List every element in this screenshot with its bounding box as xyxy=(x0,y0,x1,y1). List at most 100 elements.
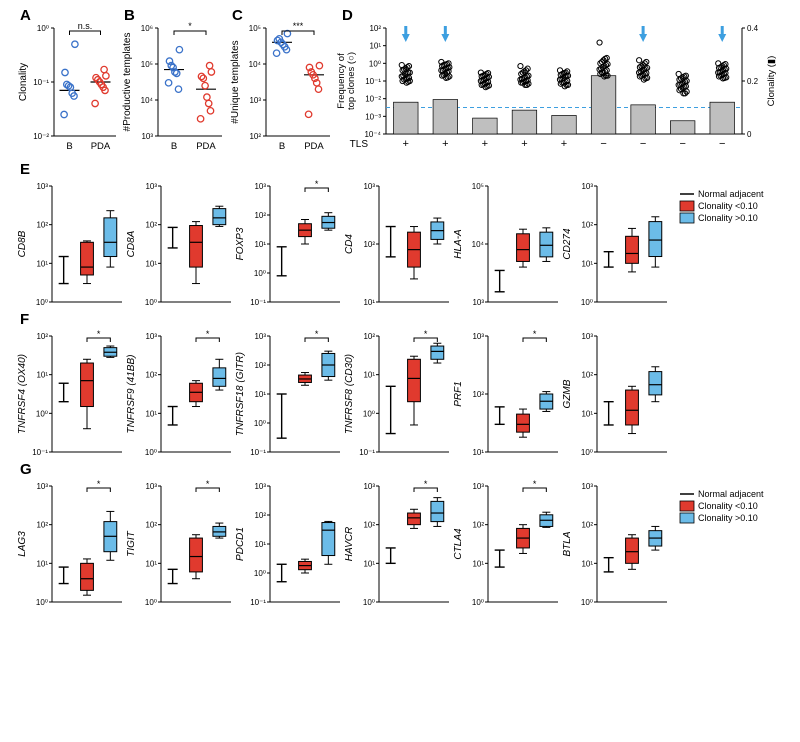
svg-text:PDA: PDA xyxy=(304,141,324,152)
svg-text:10⁰: 10⁰ xyxy=(36,409,48,418)
svg-text:10²: 10² xyxy=(145,371,157,380)
svg-text:10⁰: 10⁰ xyxy=(37,24,49,33)
svg-text:Clonality <0.10: Clonality <0.10 xyxy=(698,501,758,511)
svg-text:CD274: CD274 xyxy=(562,228,573,260)
svg-text:*: * xyxy=(315,329,319,339)
svg-text:10³: 10³ xyxy=(472,332,484,341)
svg-text:10⁻³: 10⁻³ xyxy=(365,112,381,121)
svg-text:10⁵: 10⁵ xyxy=(472,182,484,191)
svg-text:10³: 10³ xyxy=(363,182,375,191)
svg-text:10⁻⁴: 10⁻⁴ xyxy=(364,130,381,139)
svg-text:10³: 10³ xyxy=(249,96,261,105)
svg-text:10⁰: 10⁰ xyxy=(581,448,593,457)
svg-text:10⁴: 10⁴ xyxy=(249,60,262,69)
svg-text:*: * xyxy=(206,479,210,489)
svg-text:10²: 10² xyxy=(369,24,381,33)
svg-text:CD8A: CD8A xyxy=(126,230,137,257)
svg-text:F: F xyxy=(20,311,29,328)
svg-text:10³: 10³ xyxy=(254,482,266,491)
svg-text:TNFRSF9 (41BB): TNFRSF9 (41BB) xyxy=(126,355,137,434)
svg-text:10²: 10² xyxy=(363,521,375,530)
svg-text:10⁴: 10⁴ xyxy=(141,96,154,105)
svg-text:10⁵: 10⁵ xyxy=(141,60,153,69)
svg-text:A: A xyxy=(20,10,31,24)
svg-text:Clonality <0.10: Clonality <0.10 xyxy=(698,201,758,211)
svg-text:0: 0 xyxy=(747,130,752,139)
svg-text:*: * xyxy=(424,479,428,489)
svg-text:+: + xyxy=(482,138,488,150)
svg-text:CTLA4: CTLA4 xyxy=(453,528,464,560)
svg-text:10⁵: 10⁵ xyxy=(249,24,261,33)
svg-text:TNFRSF18 (GITR): TNFRSF18 (GITR) xyxy=(235,352,246,436)
svg-text:10⁻¹: 10⁻¹ xyxy=(359,448,375,457)
svg-text:PDA: PDA xyxy=(91,141,111,152)
svg-text:10⁰: 10⁰ xyxy=(472,598,484,607)
svg-text:10²: 10² xyxy=(363,240,375,249)
svg-text:Clonality (▮): Clonality (▮) xyxy=(766,56,777,107)
svg-text:10²: 10² xyxy=(249,132,261,141)
svg-text:10²: 10² xyxy=(36,332,48,341)
svg-text:+: + xyxy=(442,138,448,150)
svg-text:10⁰: 10⁰ xyxy=(36,298,48,307)
svg-text:10⁶: 10⁶ xyxy=(141,24,153,33)
svg-text:n.s.: n.s. xyxy=(78,21,93,31)
svg-text:CD4: CD4 xyxy=(344,234,355,254)
svg-text:10³: 10³ xyxy=(145,482,157,491)
svg-text:*: * xyxy=(533,329,537,339)
svg-text:10⁰: 10⁰ xyxy=(145,298,157,307)
svg-text:10¹: 10¹ xyxy=(581,409,593,418)
svg-text:10³: 10³ xyxy=(472,298,484,307)
svg-text:Clonality >0.10: Clonality >0.10 xyxy=(698,213,758,223)
svg-text:10²: 10² xyxy=(145,221,157,230)
svg-text:10²: 10² xyxy=(363,332,375,341)
svg-text:10⁻¹: 10⁻¹ xyxy=(250,298,266,307)
svg-text:TNFRSF4 (OX40): TNFRSF4 (OX40) xyxy=(17,354,28,434)
svg-text:10³: 10³ xyxy=(581,182,593,191)
svg-text:B: B xyxy=(66,141,72,152)
svg-text:+: + xyxy=(521,138,527,150)
svg-text:*: * xyxy=(315,179,319,189)
svg-text:Clonality >0.10: Clonality >0.10 xyxy=(698,513,758,523)
svg-text:***: *** xyxy=(293,21,304,31)
svg-text:10²: 10² xyxy=(254,511,266,520)
svg-text:C: C xyxy=(232,10,243,24)
svg-text:10¹: 10¹ xyxy=(581,559,593,568)
svg-text:GZMB: GZMB xyxy=(562,379,573,408)
svg-text:10³: 10³ xyxy=(254,332,266,341)
svg-text:10¹: 10¹ xyxy=(369,42,381,51)
svg-text:10⁰: 10⁰ xyxy=(581,298,593,307)
svg-text:10⁰: 10⁰ xyxy=(145,598,157,607)
svg-text:10³: 10³ xyxy=(581,482,593,491)
svg-text:10³: 10³ xyxy=(581,332,593,341)
svg-text:10¹: 10¹ xyxy=(36,559,48,568)
svg-text:10²: 10² xyxy=(581,221,593,230)
svg-text:+: + xyxy=(561,138,567,150)
svg-text:10²: 10² xyxy=(145,521,157,530)
svg-text:Normal adjacent: Normal adjacent xyxy=(698,489,764,499)
svg-text:0.4: 0.4 xyxy=(747,24,759,33)
svg-text:*: * xyxy=(188,21,192,31)
svg-text:*: * xyxy=(206,329,210,339)
svg-text:10³: 10³ xyxy=(363,482,375,491)
svg-text:*: * xyxy=(424,329,428,339)
svg-text:B: B xyxy=(124,10,135,24)
svg-text:BTLA: BTLA xyxy=(562,531,573,556)
svg-text:0.2: 0.2 xyxy=(747,77,759,86)
svg-text:HAVCR: HAVCR xyxy=(344,527,355,561)
svg-text:10⁻¹: 10⁻¹ xyxy=(365,77,381,86)
svg-text:10¹: 10¹ xyxy=(581,259,593,268)
svg-text:10⁰: 10⁰ xyxy=(254,269,266,278)
svg-text:10²: 10² xyxy=(581,371,593,380)
svg-text:+: + xyxy=(403,138,409,150)
svg-text:10⁰: 10⁰ xyxy=(363,598,375,607)
svg-text:10²: 10² xyxy=(581,521,593,530)
svg-text:10¹: 10¹ xyxy=(36,371,48,380)
svg-text:10¹: 10¹ xyxy=(363,559,375,568)
svg-text:*: * xyxy=(97,329,101,339)
svg-text:B: B xyxy=(171,141,177,152)
svg-text:#Productive templates: #Productive templates xyxy=(122,33,133,132)
svg-text:10⁰: 10⁰ xyxy=(36,598,48,607)
svg-text:10¹: 10¹ xyxy=(472,559,484,568)
svg-text:10¹: 10¹ xyxy=(145,559,157,568)
svg-text:−: − xyxy=(640,138,646,150)
